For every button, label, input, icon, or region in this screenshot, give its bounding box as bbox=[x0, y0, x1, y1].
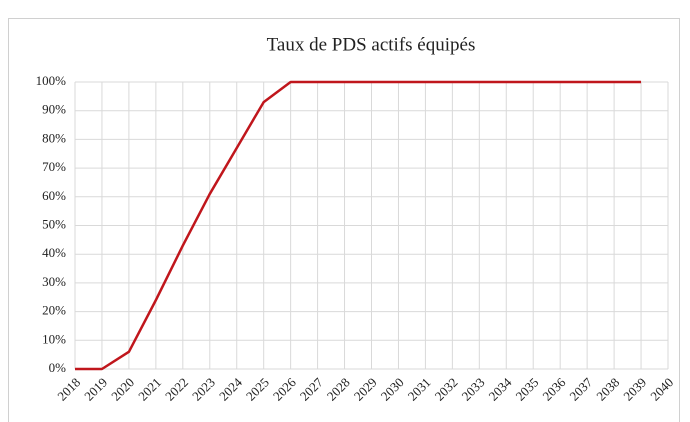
y-tick-label: 90% bbox=[42, 102, 66, 117]
y-tick-label: 60% bbox=[42, 188, 66, 203]
y-tick-label: 50% bbox=[42, 216, 66, 231]
y-tick-label: 70% bbox=[42, 159, 66, 174]
y-tick-label: 100% bbox=[36, 73, 67, 88]
y-tick-label: 30% bbox=[42, 274, 66, 289]
line bbox=[75, 80, 642, 371]
chart-title: Taux de PDS actifs équipés bbox=[267, 34, 476, 55]
y-tick-label: 80% bbox=[42, 130, 66, 145]
y-tick-label: 40% bbox=[42, 245, 66, 260]
y-tick-label: 10% bbox=[42, 331, 66, 346]
chart-border bbox=[8, 18, 680, 422]
y-tick-label: 0% bbox=[49, 360, 67, 375]
y-tick-label: 20% bbox=[42, 303, 66, 318]
